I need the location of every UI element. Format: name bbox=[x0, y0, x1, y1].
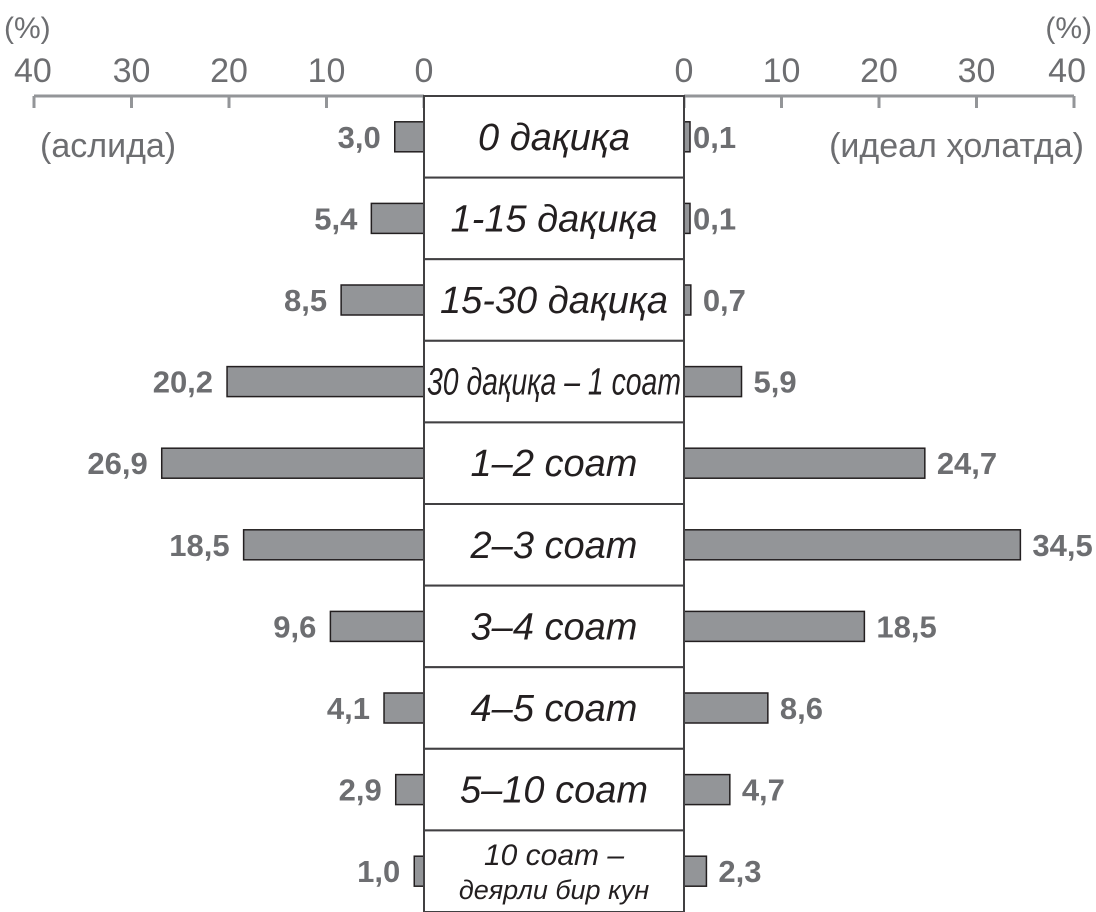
right-unit-label: (%) bbox=[1045, 12, 1092, 45]
category-label: 5–10 соат bbox=[460, 770, 648, 812]
left-unit-label: (%) bbox=[4, 12, 51, 45]
left-bar bbox=[413, 855, 425, 887]
right-value-label: 34,5 bbox=[1032, 528, 1092, 563]
left-bar bbox=[226, 365, 425, 398]
left-tick-label: 30 bbox=[113, 52, 151, 90]
left-bar bbox=[160, 447, 425, 479]
left-bar bbox=[340, 284, 425, 316]
category-column: 0 дақиқа 1-15 дақиқа 15-30 дақиқа 30 дақиқа… bbox=[423, 95, 685, 912]
category-label: 15-30 дақиқа bbox=[440, 280, 668, 322]
right-bar bbox=[683, 692, 769, 724]
left-bar bbox=[329, 610, 425, 643]
category-label: 2–3 соат bbox=[470, 525, 638, 567]
category-label: 3–4 соат bbox=[471, 606, 638, 648]
left-value-label: 9,6 bbox=[273, 609, 316, 644]
right-bar bbox=[683, 529, 1022, 561]
category-cell bbox=[423, 421, 685, 505]
category-cell bbox=[423, 258, 685, 342]
right-bar bbox=[683, 447, 926, 479]
right-value-label: 8,6 bbox=[780, 691, 823, 726]
right-bar bbox=[683, 610, 866, 643]
right-value-label: 2,3 bbox=[718, 854, 761, 889]
bars: 3,0 0,1 5,4 0,1 8,5 0,7 20,2 5,9 26,9 24,7 18,5 34,… bbox=[87, 120, 1092, 889]
category-cell bbox=[423, 584, 685, 669]
right-value-label: 18,5 bbox=[876, 609, 936, 644]
right-tick-label: 10 bbox=[763, 52, 801, 90]
right-tick-label: 40 bbox=[1048, 52, 1086, 90]
right-value-label: 0,1 bbox=[693, 201, 736, 236]
category-cell bbox=[423, 339, 685, 424]
left-tick-label: 10 bbox=[308, 52, 346, 90]
category-label: 30 дақиқа – 1 соат bbox=[427, 362, 681, 404]
right-tick-label: 0 bbox=[675, 52, 694, 90]
left-value-label: 18,5 bbox=[169, 528, 229, 563]
category-cell bbox=[423, 666, 685, 750]
left-bar bbox=[394, 773, 425, 806]
left-value-label: 26,9 bbox=[87, 446, 147, 481]
left-value-label: 2,9 bbox=[339, 773, 382, 808]
category-label: 10 соат – bbox=[484, 839, 624, 872]
right-value-label: 0,1 bbox=[693, 120, 736, 155]
category-label: деярли бир кун bbox=[459, 875, 650, 905]
left-value-label: 8,5 bbox=[284, 283, 327, 318]
category-label: 4–5 соат bbox=[471, 688, 638, 730]
right-value-label: 24,7 bbox=[937, 446, 997, 481]
right-bar bbox=[683, 855, 708, 887]
right-value-label: 4,7 bbox=[742, 773, 785, 808]
left-bar bbox=[383, 692, 425, 724]
category-label: 1-15 дақиқа bbox=[451, 198, 658, 240]
right-bar bbox=[683, 284, 692, 316]
left-bar bbox=[370, 202, 425, 235]
right-side-label: (идеал ҳолатда) bbox=[829, 127, 1084, 165]
right-value-label: 0,7 bbox=[703, 283, 746, 318]
right-tick-label: 20 bbox=[860, 52, 898, 90]
left-tick-label: 20 bbox=[210, 52, 248, 90]
category-cell bbox=[423, 747, 685, 832]
category-cell bbox=[423, 176, 685, 261]
category-label: 0 дақиқа bbox=[478, 117, 630, 159]
right-bar bbox=[683, 773, 731, 806]
left-bar bbox=[394, 121, 425, 153]
axes: 40 30 20 10 0 0 10 20 30 40 bbox=[14, 52, 1086, 108]
left-bar bbox=[242, 529, 425, 561]
right-tick-label: 30 bbox=[958, 52, 996, 90]
category-label: 1–2 соат bbox=[471, 443, 638, 485]
left-value-label: 20,2 bbox=[153, 365, 213, 400]
left-tick-label: 40 bbox=[14, 52, 52, 90]
category-cell bbox=[423, 95, 685, 179]
category-cell bbox=[423, 503, 685, 587]
left-side-label: (аслида) bbox=[40, 127, 176, 165]
left-value-label: 4,1 bbox=[327, 691, 370, 726]
left-tick-label: 0 bbox=[415, 52, 434, 90]
left-value-label: 5,4 bbox=[314, 201, 358, 236]
right-bar bbox=[683, 365, 743, 398]
right-value-label: 5,9 bbox=[754, 365, 797, 400]
left-value-label: 1,0 bbox=[357, 854, 400, 889]
category-cell bbox=[423, 829, 685, 912]
left-value-label: 3,0 bbox=[338, 120, 381, 155]
